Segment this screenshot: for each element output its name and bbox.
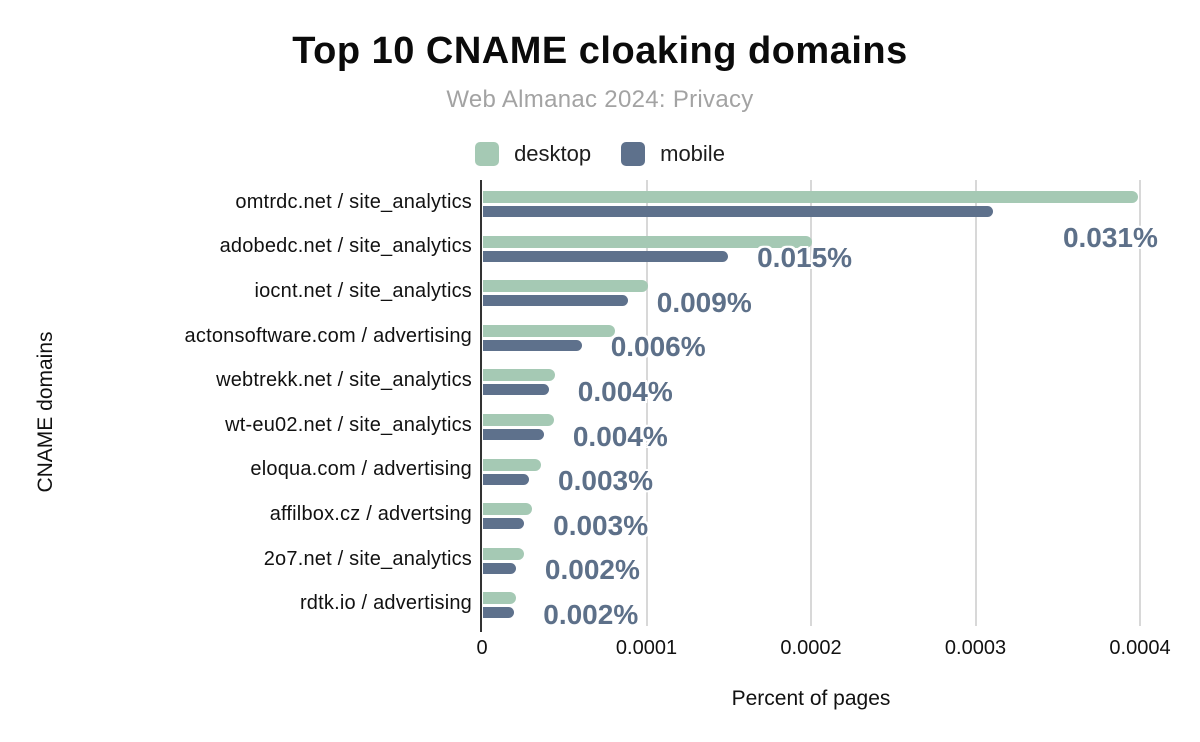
data-label: 0.004% [572,420,668,452]
y-axis-title: CNAME domains [34,331,57,493]
bar-desktop [483,324,615,337]
bar-desktop [483,235,812,248]
bar-desktop [483,592,516,605]
data-label: 0.002% [543,598,639,630]
category-label: wt-eu02.net / site_analytics [225,413,472,436]
x-tick-label: 0.0003 [944,637,1007,659]
data-label: 0.002% [544,554,640,586]
bar-mobile [483,518,525,530]
bar-mobile [483,250,729,262]
legend-label-mobile: mobile [660,141,725,166]
gridline [645,180,648,626]
category-label: rdtk.io / advertising [299,592,472,615]
legend-swatch-desktop [475,142,500,166]
legend-swatch-mobile [621,142,646,166]
chart-title: Top 10 CNAME cloaking domains [292,30,908,72]
gridline [974,180,977,626]
x-tick-label: 0 [476,637,488,659]
x-tick-label: 0.0001 [615,637,678,659]
category-label: affilbox.cz / advertsing [269,502,472,525]
data-label: 0.009% [656,286,752,318]
data-label: 0.031% [1062,221,1158,253]
x-tick-label: 0.0004 [1109,637,1171,659]
category-label: 2o7.net / site_analytics [263,547,472,570]
bar-mobile [483,384,549,396]
category-label: webtrekk.net / site_analytics [216,369,472,392]
bar-mobile [483,206,993,217]
legend-item-mobile: mobile [621,141,725,167]
category-label: adobedc.net / site_analytics [219,235,472,258]
bar-mobile [483,429,544,440]
data-label: 0.015% [757,242,853,274]
category-label: eloqua.com / advertising [250,458,472,481]
bar-mobile [483,473,530,485]
data-label: 0.004% [577,375,673,407]
bar-desktop [483,547,525,560]
bar-desktop [483,503,533,516]
bar-desktop [483,369,556,382]
x-axis-title: Percent of pages [731,687,891,710]
data-label: 0.003% [558,465,654,497]
legend-item-desktop: desktop [475,141,591,167]
chart-subtitle: Web Almanac 2024: Privacy [446,86,754,113]
bar-mobile [483,607,515,619]
x-tick-label: 0.0002 [780,637,842,659]
bar-mobile [483,562,516,574]
bar-desktop [483,414,554,426]
legend: desktop mobile [0,139,1200,169]
legend-label-desktop: desktop [514,141,592,166]
category-label: iocnt.net / site_analytics [254,279,472,302]
bar-mobile [483,339,582,351]
gridline [810,180,812,626]
bar-mobile [483,295,628,307]
bar-desktop [483,280,648,293]
data-label: 0.006% [610,331,706,363]
gridline [1139,180,1141,626]
y-axis-line [480,180,482,632]
category-label: omtrdc.net / site_analytics [235,190,472,213]
bar-desktop [483,191,1138,203]
bar-desktop [483,458,541,471]
data-label: 0.003% [553,509,649,541]
category-label: actonsoftware.com / advertising [184,324,472,347]
